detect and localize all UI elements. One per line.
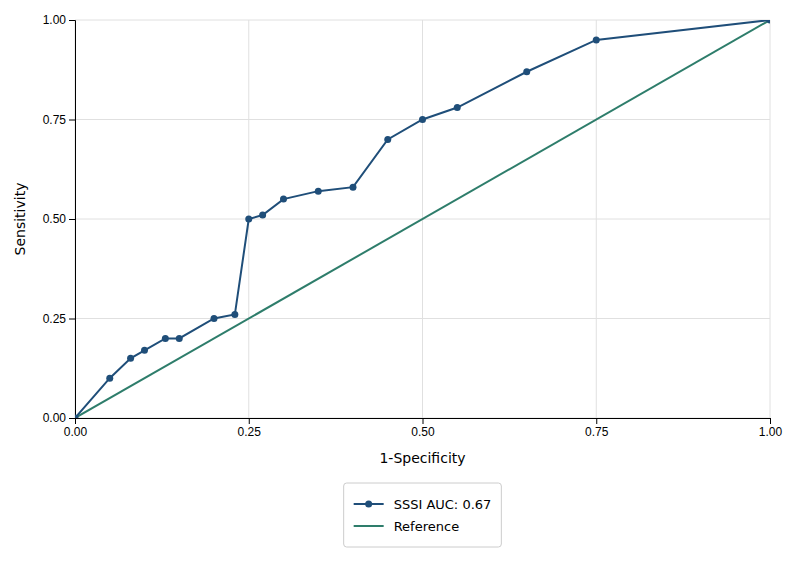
y-axis-line [69, 21, 76, 419]
x-tick: 1.00 [759, 418, 783, 439]
series-point [593, 36, 600, 43]
series [75, 20, 770, 418]
y-axis-title: Sensitivity [12, 183, 28, 256]
y-tick-label: 0.50 [43, 212, 67, 226]
series-point [384, 136, 391, 143]
series-point [106, 375, 113, 382]
y-tick-mark [69, 319, 75, 320]
series-point [162, 335, 169, 342]
x-tick-mark [596, 418, 597, 424]
y-tick: 0.75 [43, 113, 75, 127]
x-tick-label: 0.75 [585, 425, 609, 439]
y-tick-mark [69, 20, 75, 21]
y-tick-label: 0.00 [43, 411, 67, 425]
y-tick-label: 1.00 [43, 13, 67, 27]
y-tick-mark [69, 219, 75, 220]
series-point [231, 311, 238, 318]
y-tick-label: 0.25 [43, 312, 67, 326]
legend: SSSI AUC: 0.67 Reference [344, 483, 502, 547]
series-point [245, 216, 252, 223]
series-point [211, 315, 218, 322]
x-tick-label: 1.00 [759, 425, 783, 439]
plot: 0.00 0.25 0.50 0.75 1.00 0.00 0.25 0.50 0.75 1.00 [43, 13, 783, 438]
grid-line-y [75, 20, 770, 21]
series-point [454, 104, 461, 111]
x-axis-line [76, 419, 771, 425]
series-point [315, 188, 322, 195]
x-axis: 0.00 0.25 0.50 0.75 1.00 [64, 418, 783, 439]
y-tick-mark [69, 120, 75, 121]
x-tick-label: 0.25 [238, 425, 262, 439]
x-tick: 0.50 [411, 418, 435, 439]
y-axis: 0.00 0.25 0.50 0.75 1.00 [43, 13, 76, 425]
x-tick-label: 0.00 [64, 425, 88, 439]
x-tick-label: 0.50 [411, 425, 435, 439]
y-tick: 0.25 [43, 312, 75, 326]
x-tick: 0.00 [64, 418, 88, 439]
series-line [75, 20, 770, 418]
series-point [176, 335, 183, 342]
marks [75, 20, 770, 418]
series-point [767, 20, 771, 24]
legend-label: Reference [394, 519, 459, 534]
legend-marker [365, 501, 372, 508]
series-line [75, 20, 770, 418]
chart: 0.00 0.25 0.50 0.75 1.00 0.00 0.25 0.50 0.75 1.00… [0, 0, 800, 568]
x-tick-mark [249, 418, 250, 424]
series-point [350, 184, 357, 191]
series-point [523, 68, 530, 75]
legend-label: SSSI AUC: 0.67 [394, 497, 492, 512]
grid [75, 20, 770, 418]
x-tick-mark [770, 418, 771, 424]
x-tick: 0.25 [238, 418, 262, 439]
x-axis-title: 1-Specificity [379, 450, 465, 466]
legend-item: SSSI AUC: 0.67 [354, 497, 492, 512]
y-tick: 1.00 [43, 13, 75, 27]
legend-swatch [354, 525, 384, 527]
x-tick: 0.75 [585, 418, 609, 439]
series [75, 20, 770, 418]
series-point [75, 415, 79, 419]
legend-item: Reference [354, 519, 459, 534]
y-tick: 0.00 [43, 411, 75, 425]
series-point [127, 355, 134, 362]
series-point [141, 347, 148, 354]
series-point [419, 116, 426, 123]
legend-frame [344, 483, 502, 547]
y-tick-mark [69, 418, 75, 419]
x-tick-mark [423, 418, 424, 424]
grid-line-y [75, 318, 770, 319]
y-tick-label: 0.75 [43, 113, 67, 127]
y-tick: 0.50 [43, 212, 75, 226]
series-point [259, 212, 266, 219]
series-point [280, 196, 287, 203]
